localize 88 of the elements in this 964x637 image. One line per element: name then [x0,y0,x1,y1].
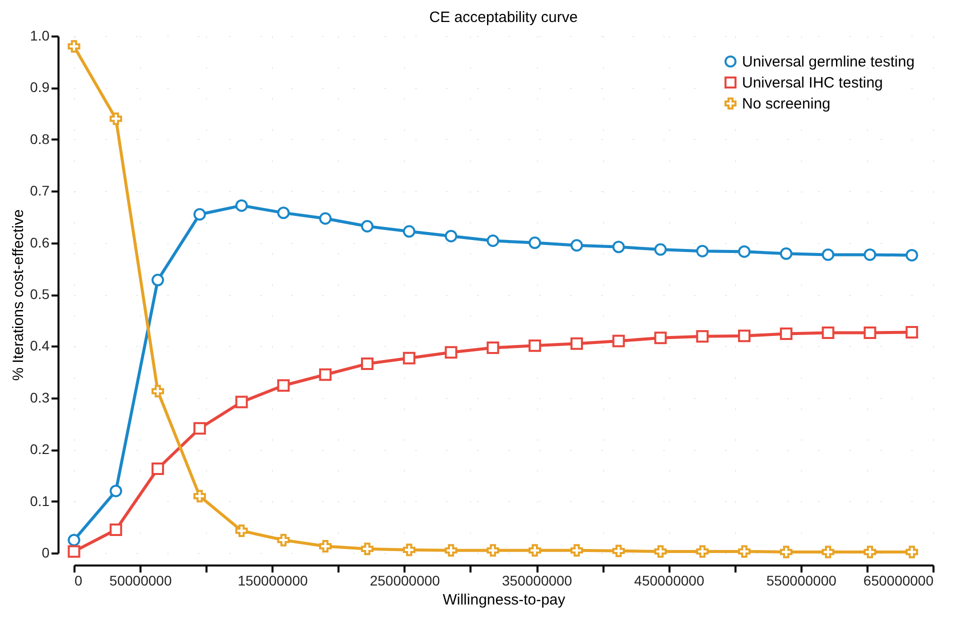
x-tick-label: 250000000 [370,572,440,588]
y-tick-label: 0 [42,544,50,560]
y-tick-label: 0.2 [30,441,50,458]
point [654,243,667,256]
y-tick-label: 0.4 [30,338,50,354]
point [570,544,583,557]
point [277,379,290,392]
point [864,248,876,261]
point [319,540,332,553]
point [738,545,751,558]
point [235,199,248,212]
point [235,524,248,538]
point [780,247,792,260]
legend-label: Universal IHC testing [742,74,883,92]
point [738,245,751,258]
x-tick-label: 450000000 [634,572,704,588]
point [654,332,667,344]
point [277,534,290,546]
point [822,248,834,261]
legend-label: No screening [742,96,830,112]
point [319,212,332,225]
point [361,542,374,556]
point [235,396,248,408]
y-tick-label: 0.5 [30,286,50,302]
point [612,544,625,558]
y-tick-label: 0.1 [30,492,50,509]
point [361,220,374,232]
point [528,544,542,557]
y-tick-label: 1.0 [30,28,50,44]
y-tick-label: 0.7 [30,182,50,199]
point [110,112,122,125]
chart-title: CE acceptability curve [429,9,578,26]
x-tick-label: 350000000 [502,572,572,588]
point [444,544,458,557]
point [780,546,792,558]
x-tick-label: 0 [74,572,82,588]
x-tick-label: 50000000 [109,572,172,588]
point [528,339,542,352]
point [444,230,458,242]
point [319,368,332,381]
x-tick-label: 550000000 [766,572,837,588]
point [696,330,709,343]
point [906,546,918,558]
y-tick-label: 0.8 [30,130,50,147]
point [361,358,374,370]
x-axis-title: Willingness-to-pay [442,592,566,608]
point [696,545,709,558]
point [402,225,416,238]
y-tick-label: 0.3 [30,389,50,406]
point [68,534,80,546]
point [486,342,500,354]
point [822,326,834,339]
point [822,546,834,558]
point [906,326,918,338]
point [864,546,876,558]
point [612,240,625,254]
x-tick-label: 650000000 [863,572,934,588]
y-tick-label: 0.9 [30,79,50,96]
legend-label: Universal germline testing [742,54,915,70]
x-tick-label: 150000000 [238,572,308,588]
point [654,545,667,558]
point [738,330,751,342]
point [402,352,416,364]
point [152,462,164,475]
point [906,248,918,262]
point [110,523,122,536]
point [68,40,80,53]
point [402,544,416,556]
point [152,274,164,286]
point [68,545,80,558]
y-tick-label: 0.6 [30,234,50,250]
point [570,337,583,350]
point [612,334,625,348]
point [528,236,542,250]
point [152,384,164,398]
point [110,484,122,498]
point [193,208,206,221]
point [193,490,206,502]
point [570,239,583,252]
point [277,206,290,220]
point [444,346,458,359]
point [193,422,206,435]
point [864,326,876,339]
y-axis-title: % Iterations cost-effective [10,209,28,381]
point [780,328,792,340]
point [486,544,500,557]
point [696,244,709,258]
point [486,234,500,247]
